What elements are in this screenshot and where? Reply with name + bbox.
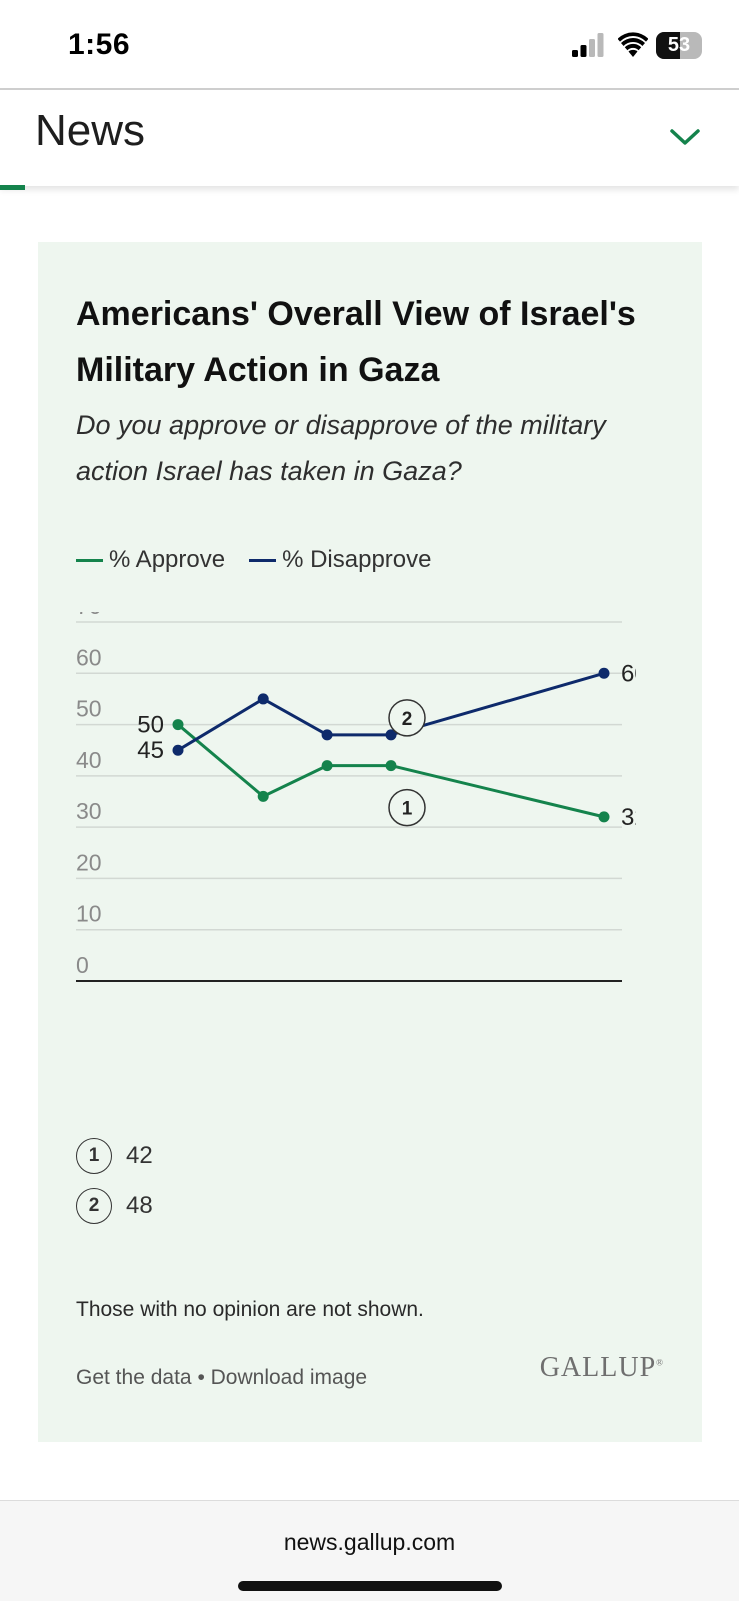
address-bar[interactable]: news.gallup.com — [283, 1529, 456, 1555]
footnote: Those with no opinion are not shown. — [76, 1298, 424, 1321]
annotation-note-1: 1 42 — [76, 1138, 153, 1174]
active-indicator — [0, 185, 25, 190]
chart-annotation-marker-2 — [388, 699, 426, 737]
data-point-disapprove-1 — [257, 693, 269, 705]
battery-level: 53 — [667, 34, 691, 56]
y-tick-label-40: 40 — [76, 747, 102, 773]
data-point-approve-0 — [172, 719, 184, 731]
data-point-disapprove-0 — [172, 744, 184, 756]
brand-name: GALLUP — [539, 1352, 657, 1383]
annotation-value-2: 48 — [126, 1192, 153, 1219]
home-indicator[interactable] — [238, 1581, 502, 1591]
gallup-logo: GALLUP® — [540, 1352, 664, 1384]
y-tick-label-30: 30 — [76, 798, 102, 824]
data-label-disapprove-0: 45 — [137, 737, 164, 764]
chart-subtitle: Do you approve or disapprove of the mili… — [76, 410, 606, 486]
card-links: Get the data • Download image — [76, 1366, 367, 1390]
legend-disapprove: % Disapprove — [249, 546, 431, 574]
y-tick-label-50: 50 — [76, 696, 102, 722]
download-image-link[interactable]: Download image — [210, 1366, 368, 1389]
data-point-disapprove-3 — [385, 729, 397, 741]
annotation-marker-1: 1 — [76, 1138, 112, 1174]
y-tick-label-60: 60 — [76, 644, 102, 670]
legend-approve-swatch — [76, 558, 103, 562]
status-divider — [0, 88, 739, 90]
line-chart: 010203040506070202420255032456012 — [76, 612, 636, 982]
data-point-disapprove-4 — [598, 667, 610, 679]
chevron-down-icon[interactable] — [668, 126, 702, 148]
data-point-disapprove-2 — [321, 729, 333, 741]
data-label-approve-0: 50 — [137, 712, 164, 739]
battery-icon: 53 — [656, 32, 702, 59]
chart-title: Americans' Overall View of Israel's Mili… — [76, 295, 636, 389]
annotation-note-2: 2 48 — [76, 1188, 153, 1224]
legend-disapprove-swatch — [249, 558, 277, 562]
legend-disapprove-label: % Disapprove — [282, 546, 432, 573]
section-header[interactable]: News — [0, 90, 739, 186]
get-data-link[interactable]: Get the data — [76, 1366, 192, 1389]
data-point-approve-3 — [385, 760, 397, 772]
chart-annotation-label-1: 1 — [402, 799, 413, 820]
cellular-signal-icon — [572, 33, 604, 57]
data-point-approve-1 — [257, 790, 269, 802]
data-point-approve-4 — [598, 811, 610, 823]
annotation-marker-2: 2 — [76, 1188, 112, 1224]
link-separator: • — [197, 1366, 205, 1389]
brand-mark: ® — [656, 1357, 664, 1368]
chart-card: Americans' Overall View of Israel's Mili… — [38, 242, 702, 1442]
y-tick-label-0: 0 — [76, 952, 89, 978]
y-tick-label-20: 20 — [76, 849, 102, 875]
data-point-approve-2 — [321, 760, 333, 772]
y-tick-label-10: 10 — [76, 901, 102, 927]
wifi-icon — [618, 32, 648, 57]
data-label-approve-4: 32 — [621, 804, 636, 831]
y-tick-label-70: 70 — [76, 612, 102, 619]
browser-bottom-bar: news.gallup.com — [0, 1500, 739, 1601]
annotation-value-1: 42 — [126, 1142, 153, 1169]
legend-approve-label: % Approve — [109, 546, 226, 573]
status-time: 1:56 — [68, 28, 131, 61]
chart-annotation-marker-1 — [388, 788, 426, 827]
legend-approve: % Approve — [76, 546, 225, 574]
data-label-disapprove-4: 60 — [621, 660, 636, 687]
chart-annotation-label-2: 2 — [402, 709, 413, 730]
chart-legend: % Approve % Disapprove — [76, 546, 455, 574]
section-title: News — [35, 106, 146, 155]
status-bar: 1:56 53 — [0, 0, 739, 88]
